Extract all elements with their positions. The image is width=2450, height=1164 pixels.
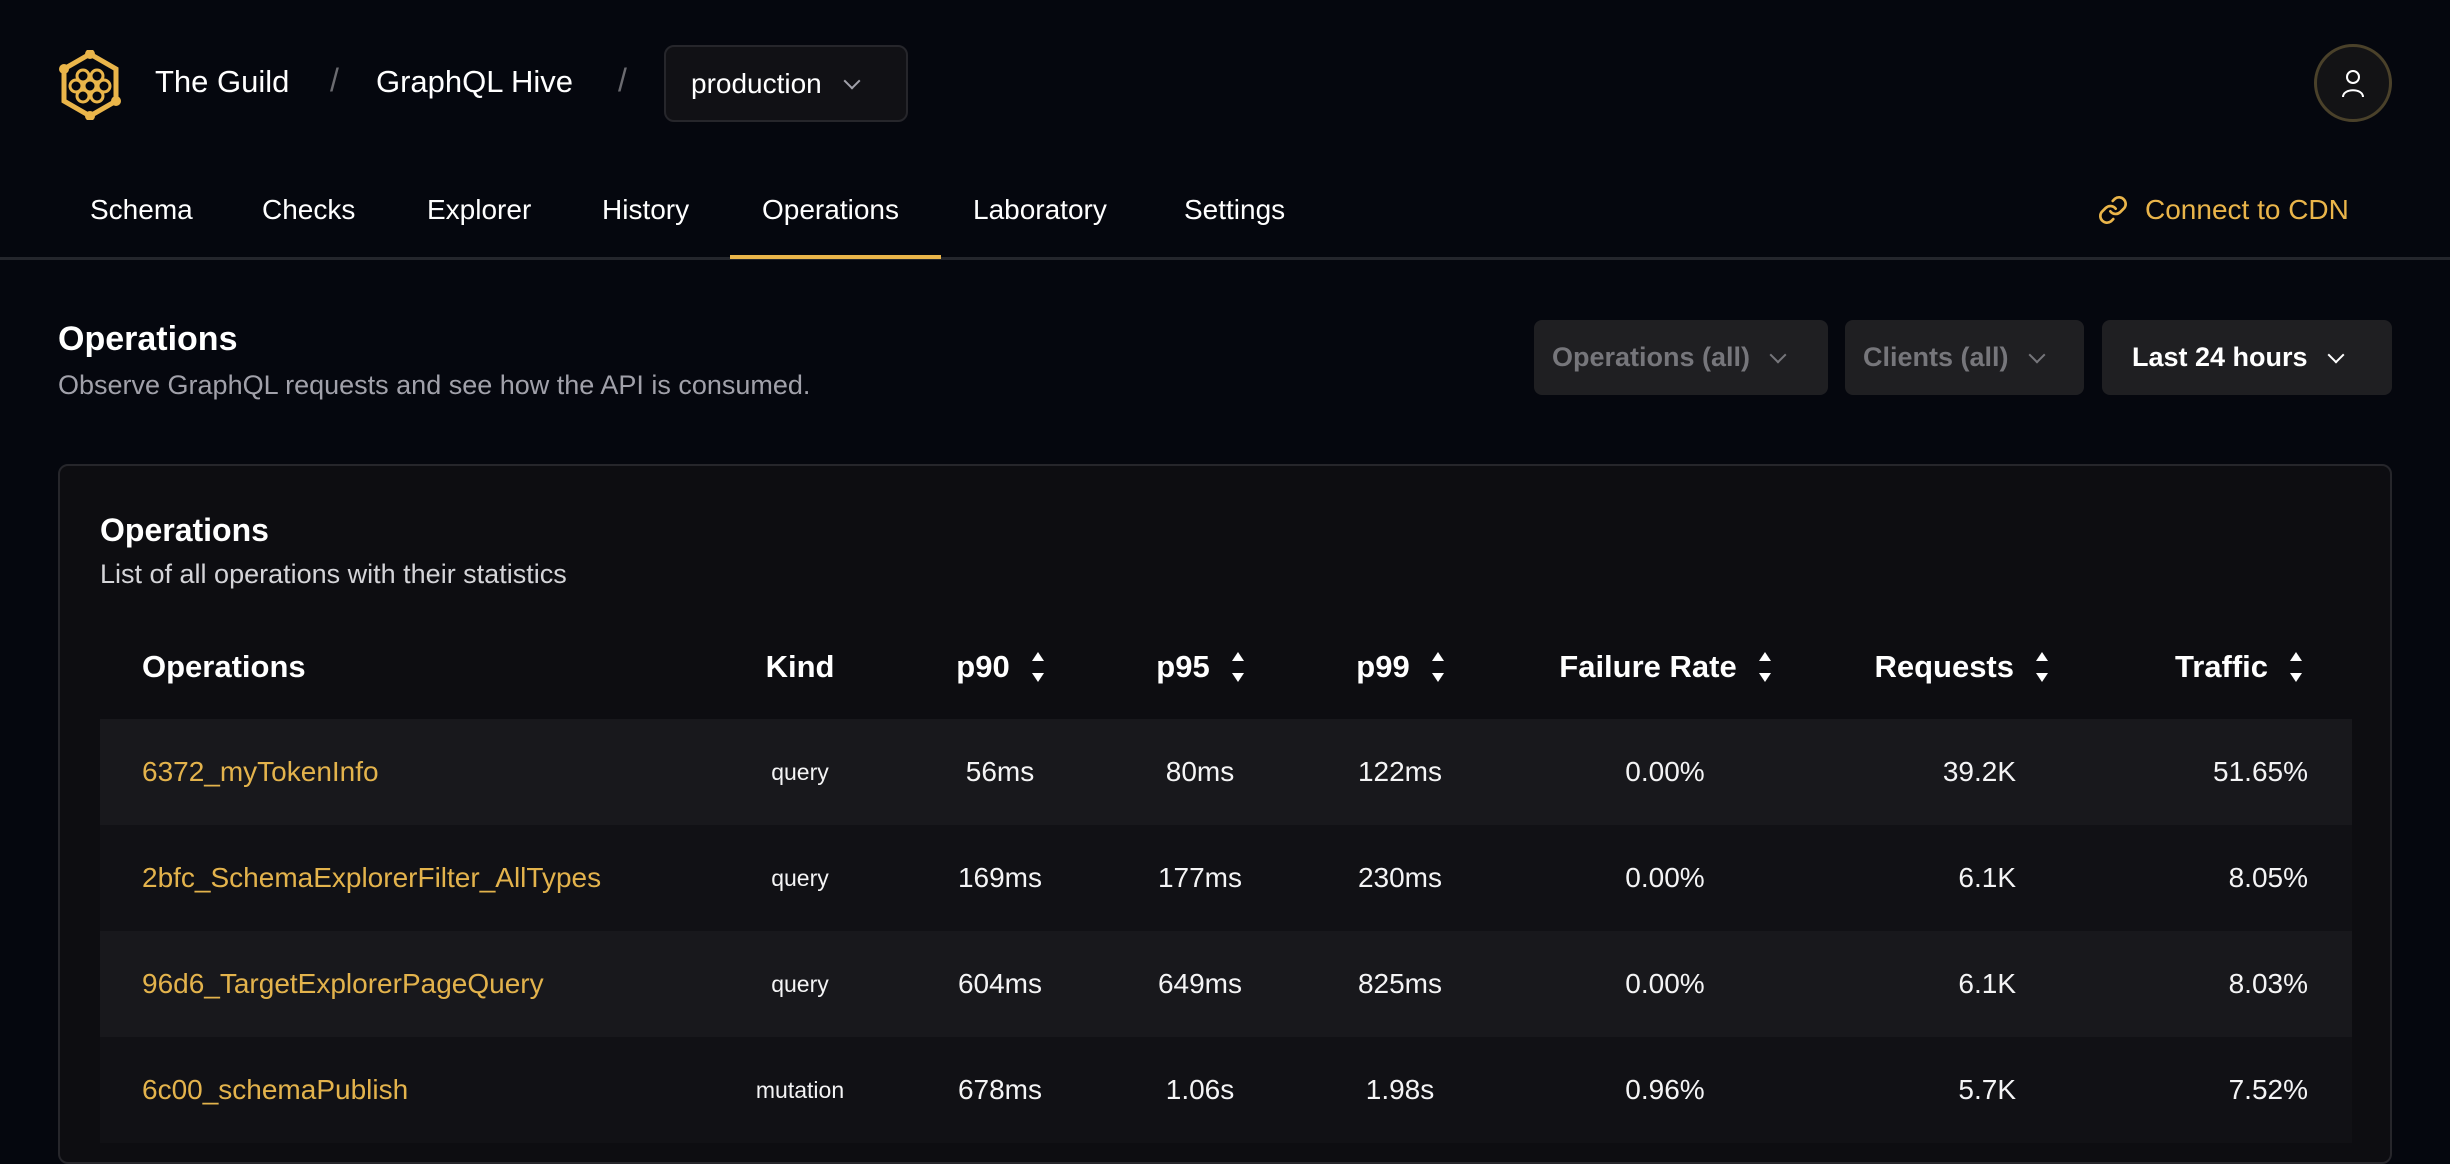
sort-icon[interactable] [1431,652,1444,682]
link-icon [2099,196,2127,224]
clients-filter[interactable]: Clients (all) [1845,320,2084,395]
sort-icon[interactable] [1031,652,1044,682]
chevron-down-icon [2327,346,2345,363]
kind-cell: query [771,758,829,785]
column-header-kind: Kind [700,649,900,685]
active-tab-indicator [730,255,941,259]
breadcrumb-separator: / [330,62,339,98]
connect-to-cdn-button[interactable]: Connect to CDN [2097,194,2349,226]
operations-table: Operations Kind p90 p95 p99 Failure Rate… [100,615,2352,1143]
column-label: Traffic [2174,649,2268,684]
p90-cell: 678ms [957,1074,1043,1105]
breadcrumb-org[interactable]: The Guild [155,64,290,99]
column-label: p99 [1356,649,1410,684]
failure-rate-cell: 0.00% [1625,862,1705,893]
table-row: 6c00_schemaPublish mutation 678ms 1.06s 1.98… [100,1037,2352,1143]
environment-label: production [691,67,822,99]
column-label: Kind [765,649,835,684]
clients-filter-label: Clients (all) [1863,342,2009,372]
p90-cell: 604ms [957,968,1043,999]
tab-schema[interactable]: Schema [90,194,193,225]
chevron-down-icon [2028,346,2046,363]
column-header-p90[interactable]: p90 [900,649,1100,685]
column-label: Operations [142,649,306,684]
tab-explorer[interactable]: Explorer [427,194,532,225]
column-label: p95 [1156,649,1210,684]
traffic-cell: 8.03% [2228,968,2308,999]
kind-cell: mutation [755,1076,845,1103]
traffic-cell: 8.05% [2228,862,2308,893]
table-header: Operations Kind p90 p95 p99 Failure Rate… [100,615,2352,719]
card-subtitle: List of all operations with their statis… [100,559,567,589]
traffic-cell: 51.65% [2213,756,2308,787]
table-row: 2bfc_SchemaExplorerFilter_AllTypes query 1… [100,825,2352,931]
sort-icon[interactable] [1758,652,1771,682]
column-header-failure-rate[interactable]: Failure Rate [1500,649,1830,685]
requests-cell: 6.1K [1958,968,2016,999]
column-header-operations: Operations [100,649,700,685]
chevron-down-icon [1769,346,1787,363]
operation-link[interactable]: 6372_myTokenInfo [142,756,379,787]
failure-rate-cell: 0.00% [1625,968,1705,999]
p95-cell: 177ms [1157,862,1243,893]
page-title: Operations [58,320,238,358]
operations-filter[interactable]: Operations (all) [1534,320,1828,395]
sort-icon[interactable] [2290,652,2302,682]
hive-logo-icon[interactable] [56,50,124,120]
tab-laboratory[interactable]: Laboratory [973,194,1107,225]
requests-cell: 39.2K [1942,756,2016,787]
breadcrumb-separator: / [618,62,627,98]
table-row: 96d6_TargetExplorerPageQuery query 604ms 64… [100,931,2352,1037]
sort-icon[interactable] [1231,652,1244,682]
column-label: Failure Rate [1559,649,1737,684]
tab-settings[interactable]: Settings [1184,194,1286,225]
tab-operations[interactable]: Operations [762,194,899,225]
connect-to-cdn-label: Connect to CDN [2145,194,2349,225]
operations-filter-label: Operations (all) [1552,342,1751,372]
p99-cell: 122ms [1357,756,1443,787]
operation-link[interactable]: 6c00_schemaPublish [142,1074,409,1105]
environment-selector[interactable]: production [664,45,908,122]
card-title: Operations [100,512,269,548]
column-header-requests[interactable]: Requests [1830,649,2060,685]
column-label: p90 [956,649,1010,684]
column-header-traffic[interactable]: Traffic [2060,649,2352,685]
table-row: 6372_myTokenInfo query 56ms 80ms 122ms 0.00% 3… [100,719,2352,825]
p99-cell: 1.98s [1365,1074,1435,1105]
user-icon [2342,70,2364,98]
p95-cell: 80ms [1165,756,1235,787]
requests-cell: 5.7K [1958,1074,2016,1105]
traffic-cell: 7.52% [2228,1074,2308,1105]
column-label: Requests [1874,649,2014,684]
period-filter[interactable]: Last 24 hours [2102,320,2392,395]
p95-cell: 1.06s [1165,1074,1235,1105]
failure-rate-cell: 0.00% [1625,756,1705,787]
tab-checks[interactable]: Checks [262,194,356,225]
p95-cell: 649ms [1157,968,1243,999]
failure-rate-cell: 0.96% [1625,1074,1705,1105]
top-bar [0,0,2450,260]
p90-cell: 169ms [957,862,1043,893]
p99-cell: 825ms [1357,968,1443,999]
operation-link[interactable]: 96d6_TargetExplorerPageQuery [142,968,544,999]
p99-cell: 230ms [1357,862,1443,893]
kind-cell: query [771,970,829,997]
p90-cell: 56ms [965,756,1035,787]
page-subtitle: Observe GraphQL requests and see how the… [58,370,811,400]
chevron-down-icon [843,72,861,89]
tab-history[interactable]: History [602,194,690,225]
user-avatar-button[interactable] [2314,44,2392,122]
column-header-p99[interactable]: p99 [1300,649,1500,685]
requests-cell: 6.1K [1958,862,2016,893]
breadcrumb-project[interactable]: GraphQL Hive [376,64,573,99]
period-filter-label: Last 24 hours [2132,342,2308,372]
sort-icon[interactable] [2036,652,2048,682]
operation-link[interactable]: 2bfc_SchemaExplorerFilter_AllTypes [142,862,602,893]
column-header-p95[interactable]: p95 [1100,649,1300,685]
kind-cell: query [771,864,829,891]
